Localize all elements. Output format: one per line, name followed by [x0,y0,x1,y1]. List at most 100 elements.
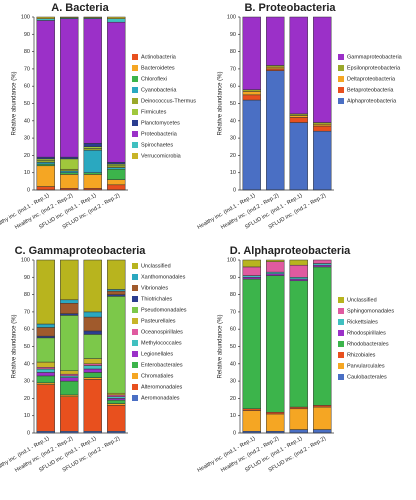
bar-segment [313,266,332,406]
y-axis-label: Relative abundance (%) [218,71,224,135]
bar-segment [107,405,126,432]
legend-swatch [132,153,138,159]
bar-segment [83,372,102,378]
bar-segment [36,335,55,339]
legend-swatch [132,285,138,291]
legend-swatch [132,318,138,324]
bar-segment [266,275,285,413]
bar-segment [266,271,285,275]
bar-segment [36,323,55,328]
bar-segment [60,156,79,160]
legend-label: Chloroflexi [141,76,167,82]
legend-label: Spirochaetes [141,142,173,148]
legend-swatch [132,263,138,269]
legend-label: Rhizobiales [347,352,376,358]
legend-swatch [132,109,138,115]
bar-segment [83,143,102,147]
bar-segment [36,16,55,19]
bar-segment [83,363,102,366]
bar-segment [242,410,261,432]
bar-segment [107,18,126,23]
legend-swatch [132,65,138,71]
bar-segment [107,179,126,186]
y-tick-label: 80 [24,292,30,298]
bar-segment [60,18,79,158]
bar-segment [83,259,102,313]
bar-segment [36,327,55,337]
y-tick-label: 90 [230,32,236,38]
bar-segment [289,408,308,430]
bar-segment [107,16,126,19]
bar-segment [60,396,79,432]
bar-segment [36,375,55,384]
bar-segment [36,259,55,325]
legend-swatch [338,87,344,93]
y-tick-label: 50 [24,101,30,107]
y-tick-label: 70 [24,66,30,72]
bar-segment [36,186,55,191]
legend-label: Bacteroidetes [141,65,175,71]
legend-swatch [132,142,138,148]
bar-segment [36,361,55,368]
bar-segment [83,18,102,144]
bar-segment [83,16,102,19]
y-tick-label: 0 [27,430,30,436]
y-tick-label: 60 [24,327,30,333]
legend-swatch [132,131,138,137]
legend-label: Planctomycetes [141,120,180,126]
legend-label: Thiotrichales [141,296,172,302]
bar-segment [60,299,79,304]
bar-segment [36,372,55,377]
legend-label: Aeromonadales [141,395,180,401]
y-tick-label: 100 [227,14,236,20]
legend-swatch [338,363,344,369]
bar-segment [313,405,332,408]
bar-segment [60,375,79,378]
bar-segment [107,21,126,163]
legend-label: Epsilonproteobacteria [347,65,401,71]
bar-segment [60,370,79,375]
bar-segment [266,66,285,70]
legend-label: Oceanospirillales [141,329,183,335]
y-tick-label: 80 [230,292,236,298]
bar-segment [60,303,79,314]
bar-segment [107,398,126,401]
y-tick-label: 100 [21,257,30,263]
legend-label: Parvularculales [347,363,385,369]
panel: B. Proteobacteria Relative abundance (%) 0… [197,2,403,231]
y-tick-label: 80 [24,49,30,55]
chart-title: C. Gammaproteobacteria [15,245,147,257]
bar-segment [289,16,308,115]
bar-segment [242,16,261,90]
bar-segment [289,264,308,278]
legend-label: Alphaproteobacteria [347,98,397,104]
y-axis-label: Relative abundance (%) [12,71,18,135]
bar-segment [83,368,102,373]
panel: C. Gammaproteobacteria Relative abundance… [0,245,187,474]
y-tick-label: 10 [24,413,30,419]
bar-segment [289,122,308,191]
legend-swatch [132,362,138,368]
legend-swatch [132,373,138,379]
y-tick-label: 50 [230,101,236,107]
y-tick-label: 70 [230,309,236,315]
legend-label: Firmicutes [141,109,167,115]
y-tick-label: 40 [24,361,30,367]
bar-segment [266,413,285,432]
bar-segment [60,377,79,382]
bar-segment [36,382,55,385]
y-tick-label: 10 [230,170,236,176]
bar-segment [266,273,285,276]
bar-segment [313,130,332,191]
bar-segment [289,117,308,123]
y-tick-label: 60 [24,84,30,90]
y-tick-label: 20 [24,396,30,402]
bar-segment [107,168,126,180]
bar-segment [313,259,332,264]
legend-label: Legionellales [141,351,173,357]
bar-segment [36,368,55,373]
y-tick-label: 30 [24,379,30,385]
bar-segment [242,94,261,101]
legend-swatch [338,319,344,325]
